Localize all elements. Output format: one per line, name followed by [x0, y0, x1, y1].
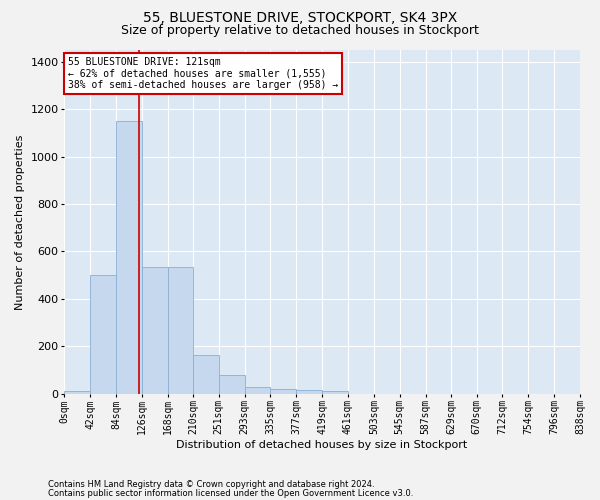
Text: Contains HM Land Registry data © Crown copyright and database right 2024.: Contains HM Land Registry data © Crown c…: [48, 480, 374, 489]
Bar: [271, 389, 296, 394]
Bar: [167, 267, 193, 394]
Bar: [322, 392, 348, 394]
Bar: [296, 390, 322, 394]
Bar: [116, 121, 142, 394]
X-axis label: Distribution of detached houses by size in Stockport: Distribution of detached houses by size …: [176, 440, 468, 450]
Y-axis label: Number of detached properties: Number of detached properties: [15, 134, 25, 310]
Text: 55 BLUESTONE DRIVE: 121sqm
← 62% of detached houses are smaller (1,555)
38% of s: 55 BLUESTONE DRIVE: 121sqm ← 62% of deta…: [68, 57, 338, 90]
Bar: [245, 386, 271, 394]
Bar: [193, 354, 219, 394]
Bar: [142, 267, 167, 394]
Text: Contains public sector information licensed under the Open Government Licence v3: Contains public sector information licen…: [48, 488, 413, 498]
Text: Size of property relative to detached houses in Stockport: Size of property relative to detached ho…: [121, 24, 479, 37]
Text: 55, BLUESTONE DRIVE, STOCKPORT, SK4 3PX: 55, BLUESTONE DRIVE, STOCKPORT, SK4 3PX: [143, 11, 457, 25]
Bar: [219, 374, 245, 394]
Bar: [64, 392, 90, 394]
Bar: [90, 275, 116, 394]
